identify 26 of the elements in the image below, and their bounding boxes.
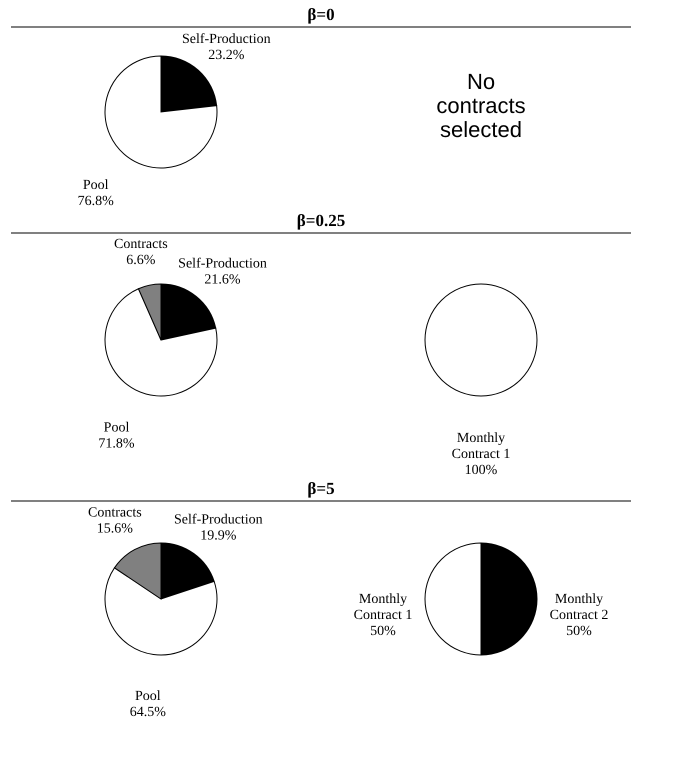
text: β=0 <box>307 5 335 24</box>
slice-label: Self-Production <box>174 512 263 528</box>
slice-label: Contracts <box>88 506 142 521</box>
data-label: 6.6% <box>126 253 156 268</box>
data-label: 50% <box>370 624 396 639</box>
data-label: 23.2% <box>208 48 245 63</box>
slice-label: Self-Production <box>178 256 267 272</box>
slice-label: Pool <box>134 689 161 704</box>
text: β=0.25 <box>296 211 346 230</box>
data-label: 76.8% <box>78 194 114 210</box>
slice-label: Contracts <box>114 237 168 252</box>
data-label: 15.6% <box>96 522 134 537</box>
data-label: 64.5% <box>130 705 166 720</box>
slice-label: Monthly Contract 1 <box>354 592 412 623</box>
slice-label: Monthly Contract 2 <box>550 592 608 623</box>
slice-label: Pool <box>82 178 109 194</box>
data-label: 50% <box>566 624 592 639</box>
slice-label: Monthly Contract 1 <box>452 431 510 462</box>
data-label: 19.9% <box>200 528 237 544</box>
data-label: 71.8% <box>98 436 135 452</box>
slice-label: Self-Production <box>182 32 271 47</box>
text: β=5 <box>307 479 335 498</box>
data-label: 21.6% <box>204 272 241 288</box>
slice-label: Pool <box>104 420 130 436</box>
data-label: 100% <box>464 463 498 478</box>
text: No contracts selected <box>436 69 526 142</box>
